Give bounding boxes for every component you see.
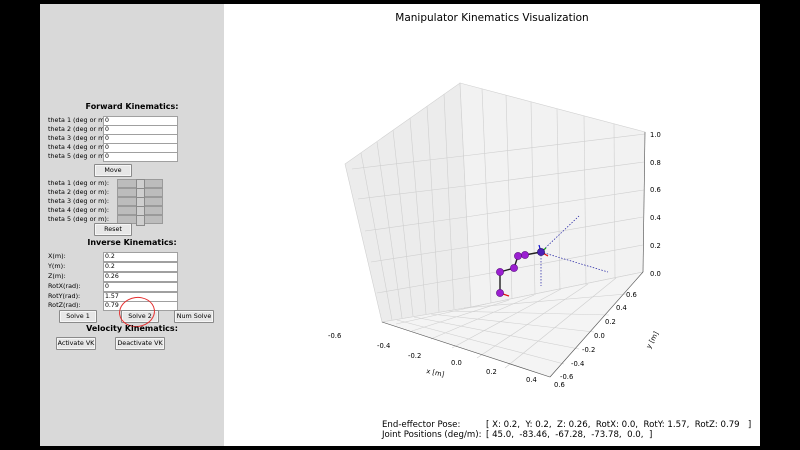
reset-button[interactable]: Reset [94,223,132,236]
ik-rotz-label: RotZ(rad): [48,301,81,309]
joint-marker [496,289,504,297]
x-tick-label: -0.4 [377,342,390,350]
slider-theta5-label: theta 5 (deg or m): [48,215,110,223]
x-tick-label: 0.2 [486,368,497,376]
fk-theta3-label: theta 3 (deg or m): [48,134,110,142]
z-tick-label: 0.2 [650,242,661,250]
pose-label: End-effector Pose: [382,420,461,430]
deactivate-vk-button[interactable]: Deactivate VK [115,337,165,350]
ik-z-label: Z(m): [48,272,66,280]
ik-rotx-label: RotX(rad): [48,282,81,290]
x-tick-label: 0.0 [451,359,462,367]
plot-area: Manipulator Kinematics Visualization [224,4,760,446]
x-tick-label: 0.6 [554,381,565,389]
ik-x-label: X(m): [48,252,66,260]
joint-marker [496,268,504,276]
ik-y-input[interactable]: 0.2 [103,262,178,272]
slider-knob[interactable] [136,215,145,226]
y-tick-label: -0.6 [560,373,573,381]
x-tick-label: -0.2 [408,352,421,360]
slider-theta1-label: theta 1 (deg or m): [48,179,110,187]
ik-z-input[interactable]: 0.26 [103,272,178,282]
control-panel: Forward Kinematics: theta 1 (deg or m): … [40,4,224,446]
grid-lines [351,88,646,369]
z-tick-label: 0.8 [650,159,661,167]
plot-title: Manipulator Kinematics Visualization [395,12,589,24]
theta3-slider[interactable] [117,197,163,208]
joints-value: [ 45.0, -83.46, -67.28, -73.78, 0.0, ] [486,430,653,440]
joint-marker [514,252,522,260]
y-tick-label: -0.4 [571,360,584,368]
solve-2-button[interactable]: Solve 2 [121,310,159,323]
fk-theta5-input[interactable]: 0 [103,152,178,162]
velocity-kinematics-title: Velocity Kinematics: [86,324,178,333]
ik-y-label: Y(m): [48,262,66,270]
joint-marker [521,251,529,259]
z-tick-label: 0.0 [650,270,661,278]
y-tick-label: 0.4 [616,304,627,312]
joints-label: Joint Positions (deg/m): [382,430,482,440]
z-axis-line [642,131,646,273]
x-tick-label: -0.6 [328,332,341,340]
inverse-kinematics-title: Inverse Kinematics: [87,238,177,247]
slider-theta4-label: theta 4 (deg or m): [48,206,110,214]
theta1-slider[interactable] [117,179,163,190]
fk-theta5-label: theta 5 (deg or m): [48,152,110,160]
left-wall-pane [344,82,472,323]
ik-rotx-input[interactable]: 0 [103,282,178,292]
x-axis-line [381,321,551,378]
slider-theta3-label: theta 3 (deg or m): [48,197,110,205]
y-tick-label: 0.6 [626,291,637,299]
theta2-slider[interactable] [117,188,163,199]
3d-axes[interactable]: 0.0 0.2 0.4 0.6 0.8 1.0 -0.6 -0.4 -0.2 0… [224,4,760,446]
fk-theta1-label: theta 1 (deg or m): [48,116,110,124]
theta4-slider[interactable] [117,206,163,217]
move-button[interactable]: Move [94,164,132,177]
x-axis-label: x [m] [426,367,446,379]
y-axis-line [549,271,644,378]
x-tick-label: 0.4 [526,376,537,384]
z-tick-label: 1.0 [650,131,661,139]
projection-guides [540,215,609,286]
joint-marker [510,264,518,272]
y-tick-label: 0.2 [605,318,616,326]
fk-theta4-label: theta 4 (deg or m): [48,143,110,151]
activate-vk-button[interactable]: Activate VK [56,337,96,350]
app-window: Forward Kinematics: theta 1 (deg or m): … [40,4,760,446]
z-tick-label: 0.4 [650,214,661,222]
num-solve-button[interactable]: Num Solve [174,310,214,323]
slider-theta2-label: theta 2 (deg or m): [48,188,110,196]
ik-x-input[interactable]: 0.2 [103,252,178,262]
pose-value: [ X: 0.2, Y: 0.2, Z: 0.26, RotX: 0.0, Ro… [486,420,752,430]
fk-theta2-label: theta 2 (deg or m): [48,125,110,133]
z-tick-label: 0.6 [650,186,661,194]
solve-1-button[interactable]: Solve 1 [59,310,97,323]
ik-roty-label: RotY(rad): [48,292,81,300]
theta5-slider[interactable] [117,215,163,226]
y-tick-label: 0.0 [594,332,605,340]
end-effector-marker [537,248,545,256]
y-axis-label: y [m] [645,330,661,350]
y-tick-label: -0.2 [582,346,595,354]
forward-kinematics-title: Forward Kinematics: [85,102,179,111]
